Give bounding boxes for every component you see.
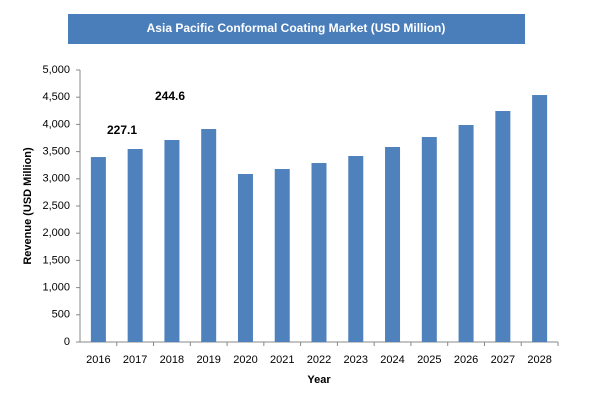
bar	[311, 163, 327, 342]
x-tick-label: 2016	[86, 354, 110, 366]
y-tick-label: 0	[64, 336, 70, 348]
y-axis-label: Revenue (USD Million)	[22, 147, 34, 265]
bar	[237, 174, 253, 342]
bar	[532, 95, 548, 342]
bar	[421, 137, 437, 342]
x-tick-label: 2026	[454, 354, 478, 366]
bar	[164, 140, 180, 342]
y-tick-label: 3,500	[42, 146, 70, 158]
x-tick-label: 2020	[233, 354, 257, 366]
bar	[274, 169, 290, 342]
title-banner	[68, 14, 525, 44]
x-tick-label: 2027	[491, 354, 515, 366]
x-tick-label: 2018	[160, 354, 184, 366]
annotation: 227.1	[107, 123, 137, 137]
y-tick-label: 5,000	[42, 64, 70, 76]
y-tick-label: 4,000	[42, 118, 70, 130]
y-tick-label: 3,000	[42, 173, 70, 185]
y-tick-label: 4,500	[42, 91, 70, 103]
y-tick-label: 2,500	[42, 200, 70, 212]
x-tick-label: 2022	[307, 354, 331, 366]
chart-title: Asia Pacific Conformal Coating Market (U…	[147, 21, 446, 35]
y-tick-label: 1,000	[42, 282, 70, 294]
annotation: 244.6	[155, 89, 185, 103]
bar	[90, 157, 106, 342]
x-tick-label: 2021	[270, 354, 294, 366]
x-tick-label: 2028	[527, 354, 551, 366]
bar	[385, 146, 401, 342]
bar	[458, 124, 474, 342]
y-tick-label: 500	[52, 309, 70, 321]
x-axis-label: Year	[307, 374, 331, 386]
bar	[348, 156, 364, 342]
y-tick-label: 2,000	[42, 227, 70, 239]
bar	[201, 129, 217, 342]
bar	[495, 111, 511, 342]
y-tick-label: 1,500	[42, 254, 70, 266]
x-tick-label: 2024	[380, 354, 404, 366]
x-tick-label: 2017	[123, 354, 147, 366]
x-tick-label: 2019	[196, 354, 220, 366]
x-tick-label: 2025	[417, 354, 441, 366]
x-tick-label: 2023	[344, 354, 368, 366]
bar	[127, 148, 143, 342]
